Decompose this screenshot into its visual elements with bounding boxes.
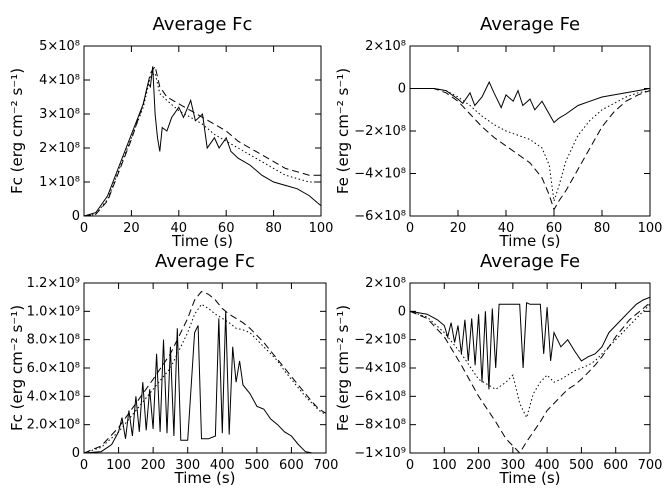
y-tick-label: −6×10⁸ [354,389,406,404]
y-tick-label: 3×10⁸ [39,107,80,122]
plot-frame [83,282,327,454]
y-tick-label: 2.0×10⁸ [27,418,80,433]
x-axis-title: Time (s) [499,232,561,250]
y-tick-label: −8×10⁸ [354,418,406,433]
series-line-dotted [84,72,321,216]
x-tick-label: 100 [638,221,663,236]
y-axis-title: Fe (erg cm⁻² s⁻¹) [334,68,352,194]
y-axis-title: Fc (erg cm⁻² s⁻¹) [8,305,26,431]
x-tick-label: 40 [171,221,188,236]
x-tick-label: 600 [279,458,304,473]
panel-bottom-left-average-fc: Average Fc 0 100 200 300 400 500 600 700 0 2.0×10⁸… [8,251,338,487]
plot-frame [83,45,322,217]
plot-frame [409,282,651,454]
y-tick-label: 0 [72,446,80,461]
series-line-solid [410,296,650,390]
y-tick-label: 0 [398,82,406,97]
x-tick-label: 20 [450,221,467,236]
plot-frame [409,45,651,217]
x-tick-label: 20 [123,221,140,236]
series-line-dashed [84,290,326,453]
y-tick-label: −6×10⁸ [354,209,406,224]
x-tick-label: 0 [406,221,414,236]
y-tick-label: −4×10⁸ [354,167,406,182]
y-tick-label: 1.0×10⁹ [27,304,80,319]
x-tick-label: 0 [406,458,414,473]
y-tick-label: 2×10⁸ [365,276,406,291]
x-tick-label: 600 [603,458,628,473]
x-tick-label: 100 [309,221,334,236]
chart-title: Average Fe [480,14,580,35]
y-tick-label: 0 [398,304,406,319]
series-line-dashed [84,65,321,216]
x-tick-label: 700 [314,458,339,473]
x-axis-title: Time (s) [499,469,561,487]
chart-title: Average Fc [155,251,255,272]
x-tick-label: 60 [546,221,563,236]
y-tick-label: 8.0×10⁸ [27,333,80,348]
series-line-solid [410,80,650,124]
chart-title: Average Fc [153,14,253,35]
x-tick-label: 100 [106,458,131,473]
y-tick-label: 1.2×10⁹ [27,276,80,291]
x-tick-label: 60 [218,221,235,236]
y-tick-label: 4×10⁸ [39,73,80,88]
y-tick-label: 2×10⁸ [365,39,406,54]
chart-title: Average Fe [480,251,580,272]
x-tick-label: 0 [80,221,88,236]
x-tick-label: 700 [638,458,663,473]
y-tick-label: −2×10⁸ [354,333,406,348]
y-tick-label: −2×10⁸ [354,124,406,139]
y-axis-title: Fc (erg cm⁻² s⁻¹) [8,68,26,194]
y-tick-label: −4×10⁸ [354,361,406,376]
series-line-dotted [410,303,650,420]
y-tick-label: 2×10⁸ [39,141,80,156]
x-axis-title: Time (s) [171,232,233,250]
x-tick-label: 400 [535,458,560,473]
y-axis-title: Fe (erg cm⁻² s⁻¹) [334,305,352,431]
series-line-dashed [410,88,650,211]
y-tick-label: 0 [72,209,80,224]
x-tick-label: 100 [432,458,457,473]
x-tick-label: 0 [80,458,88,473]
series-line-solid [84,311,326,453]
x-tick-label: 400 [210,458,235,473]
x-tick-label: 500 [569,458,594,473]
x-tick-label: 500 [244,458,269,473]
y-tick-label: 5×10⁸ [39,39,80,54]
y-tick-label: −1×10⁹ [354,446,406,461]
x-tick-label: 200 [466,458,491,473]
x-axis-title: Time (s) [174,469,236,487]
series-line-dashed [410,302,650,453]
y-tick-label: 1×10⁸ [39,175,80,190]
x-tick-label: 300 [500,458,525,473]
y-tick-label: 4.0×10⁸ [27,389,80,404]
x-tick-label: 300 [175,458,200,473]
panel-top-right-average-fe: Average Fe 0 20 40 60 80 100 −6×10⁸ −4×10⁸ −2×10⁸… [334,14,662,250]
panel-bottom-right-average-fe: Average Fe 0 100 200 300 400 500 600 700 −1×10⁹ −8… [334,251,662,487]
y-tick-label: 6.0×10⁸ [27,361,80,376]
x-tick-label: 80 [594,221,611,236]
panel-top-left-average-fc: Average Fc 0 20 40 60 80 100 0 1×10⁸ 2×10⁸ 3×10⁸ 4×… [8,14,333,250]
series-line-dotted [410,88,650,202]
x-tick-label: 80 [265,221,282,236]
series-line-dotted [84,303,326,453]
series-line-solid [84,66,321,216]
x-tick-label: 200 [141,458,166,473]
x-tick-label: 40 [498,221,515,236]
